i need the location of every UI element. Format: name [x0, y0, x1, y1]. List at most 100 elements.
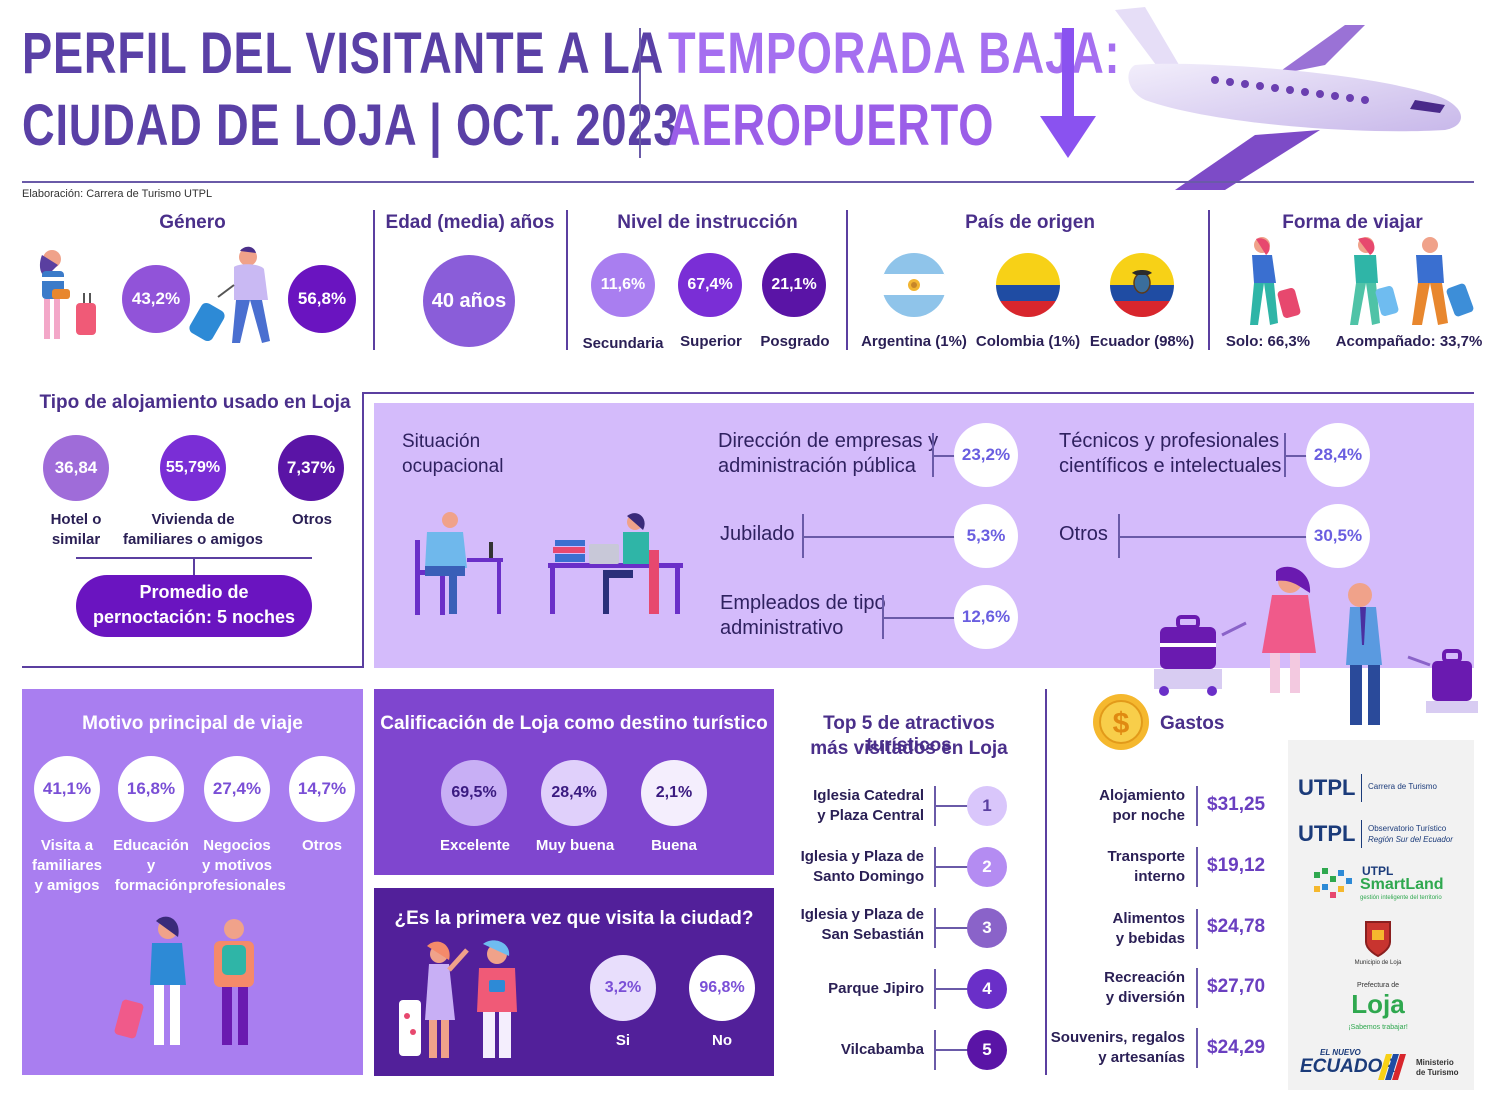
edad-circle: 40 años	[423, 255, 515, 347]
ecuador-flag-icon	[1110, 253, 1174, 317]
atractivo-1-l1: Iglesia Catedral	[813, 787, 924, 804]
subtitle-line-1: TEMPORADA BAJA:	[668, 21, 1121, 86]
office-worker-icon	[415, 512, 683, 615]
gasto-bracket-3	[1196, 909, 1198, 949]
ocupacion-item-5-l2: administrativo	[720, 617, 844, 639]
smartland-sub: gestión inteligente del territorio	[1360, 895, 1442, 901]
atractivo-5-l1: Vilcabamba	[840, 1041, 924, 1058]
prefectura-sub: ¡Sabemos trabajar!	[1348, 1024, 1408, 1031]
municipio-seal-icon	[1365, 921, 1391, 958]
calificacion-label-3: Buena	[651, 837, 697, 854]
motivo-label-2b: y	[146, 857, 156, 874]
primera-vez-no-circle: 96,8%	[689, 955, 755, 1021]
ocupacion-line-3	[802, 536, 962, 538]
calificacion-title: Calificación de Loja como destino turíst…	[380, 713, 768, 734]
motivo-label-1a: Visita a	[40, 837, 94, 854]
utpl-logo-2: UTPL	[1298, 821, 1356, 846]
primera-vez-no-label: No	[712, 1032, 732, 1049]
atractivo-3-l2: San Sebastián	[821, 926, 924, 943]
motivo-label-1b: familiares	[31, 857, 103, 874]
gasto-value-3: $24,78	[1207, 916, 1266, 937]
alojamiento-label-3a: Otros	[291, 511, 332, 528]
forma-solo-label: Solo: 66,3%	[1225, 333, 1311, 350]
ocupacion-circle-1: 23,2%	[954, 423, 1018, 487]
gasto-bracket-2	[1196, 847, 1198, 887]
utpl-logo-2-sub-2: Región Sur del Ecuador	[1368, 835, 1453, 844]
alojamiento-bracket-stem	[193, 557, 195, 575]
title-line-1: PERFIL DEL VISITANTE A LA	[22, 21, 665, 86]
gasto-3-l2: y bebidas	[1115, 930, 1185, 947]
ocupacion-item-2-l1: Técnicos y profesionales	[1059, 430, 1280, 452]
ocupacion-line-2	[1284, 455, 1314, 457]
alojamiento-frame-right	[362, 392, 364, 668]
ocupacion-title-2: ocupacional	[402, 456, 504, 477]
alojamiento-circle-2: 55,79%	[160, 435, 226, 501]
ocupacion-line-5	[882, 617, 962, 619]
ocupacion-circle-3: 5,3%	[954, 504, 1018, 568]
arrow-down-icon	[1040, 28, 1096, 158]
solo-traveler-icon	[1250, 237, 1301, 325]
atractivo-rank-2: 2	[967, 847, 1007, 887]
instruccion-circle-3: 21,1%	[762, 253, 826, 317]
motivo-panel	[22, 689, 363, 1075]
genero-title: Género	[159, 212, 226, 233]
ocupacion-item-5-l1: Empleados de tipo	[720, 592, 886, 614]
ocupacion-item-3-l1: Jubilado	[720, 523, 795, 545]
gasto-4-l2: y diversión	[1105, 989, 1185, 1006]
genero-female-circle: 43,2%	[122, 265, 190, 333]
alojamiento-label-2b: familiares o amigos	[122, 531, 264, 548]
municipio-label: Municipio de Loja	[1354, 960, 1402, 966]
atractivos-title-2: más visitados en Loja	[810, 738, 1008, 759]
calificacion-label-1: Excelente	[439, 837, 511, 854]
primera-vez-si-label: Si	[615, 1032, 631, 1049]
tourists-photo-icon	[399, 940, 517, 1058]
atractivo-line-2	[934, 866, 970, 868]
credit-text: Elaboración: Carrera de Turismo UTPL	[22, 188, 213, 200]
female-traveler-icon	[39, 250, 96, 339]
gasto-2-l2: interno	[1134, 868, 1185, 885]
motivo-label-3b: y motivos	[201, 857, 273, 874]
ocupacion-circle-2: 28,4%	[1306, 423, 1370, 487]
edad-title: Edad (media) años	[385, 212, 555, 233]
ministerio-l2: de Turismo	[1416, 1068, 1459, 1077]
ocupacion-circle-5: 12,6%	[954, 585, 1018, 649]
forma-acompanado-label: Acompañado: 33,7%	[1335, 333, 1483, 350]
gasto-value-4: $27,70	[1207, 976, 1266, 997]
group-travelers-icon	[1350, 237, 1474, 325]
atractivo-rank-4: 4	[967, 969, 1007, 1009]
backpackers-icon	[114, 916, 254, 1045]
gasto-4-l1: Recreación	[1104, 969, 1185, 986]
gasto-bracket-4	[1196, 968, 1198, 1008]
calificacion-circle-1: 69,5%	[441, 760, 507, 826]
ocupacion-item-1-l1: Dirección de empresas y	[718, 430, 939, 452]
promedio-line-1: Promedio de	[139, 582, 249, 602]
motivo-title: Motivo principal de viaje	[82, 713, 303, 734]
gasto-value-1: $31,25	[1207, 794, 1266, 815]
alojamiento-title: Tipo de alojamiento usado en Loja	[39, 392, 351, 413]
atractivo-rank-1: 1	[967, 786, 1007, 826]
alojamiento-label-1a: Hotel o	[50, 511, 102, 528]
divider-1	[373, 210, 375, 350]
ocupacion-item-1-l2: administración pública	[718, 455, 916, 477]
primera-vez-si-circle: 3,2%	[590, 955, 656, 1021]
gasto-3-l1: Alimentos	[1112, 910, 1185, 927]
gasto-5-l2: y artesanías	[1098, 1049, 1185, 1066]
atractivo-line-4	[934, 988, 970, 990]
atractivo-2-l1: Iglesia y Plaza de	[800, 848, 924, 865]
ministerio-l1: Ministerio	[1416, 1058, 1454, 1067]
gasto-bracket-5	[1196, 1028, 1198, 1068]
divider-2	[566, 210, 568, 350]
promedio-pill	[76, 575, 312, 637]
ocupacion-title-1: Situación	[402, 431, 481, 452]
gastos-title: Gastos	[1160, 713, 1225, 734]
motivo-label-1c: y amigos	[34, 877, 100, 894]
instruccion-label-2: Superior	[680, 333, 742, 350]
colombia-flag-icon	[996, 253, 1060, 317]
motivo-label-3a: Negocios	[203, 837, 271, 854]
male-traveler-icon	[189, 246, 270, 343]
motivo-circle-2: 16,8%	[118, 756, 184, 822]
logos-panel	[1288, 740, 1474, 1090]
pais-label-3: Ecuador (98%)	[1089, 333, 1195, 350]
calificacion-circle-3: 2,1%	[641, 760, 707, 826]
utpl-logo-1: UTPL	[1298, 775, 1356, 800]
